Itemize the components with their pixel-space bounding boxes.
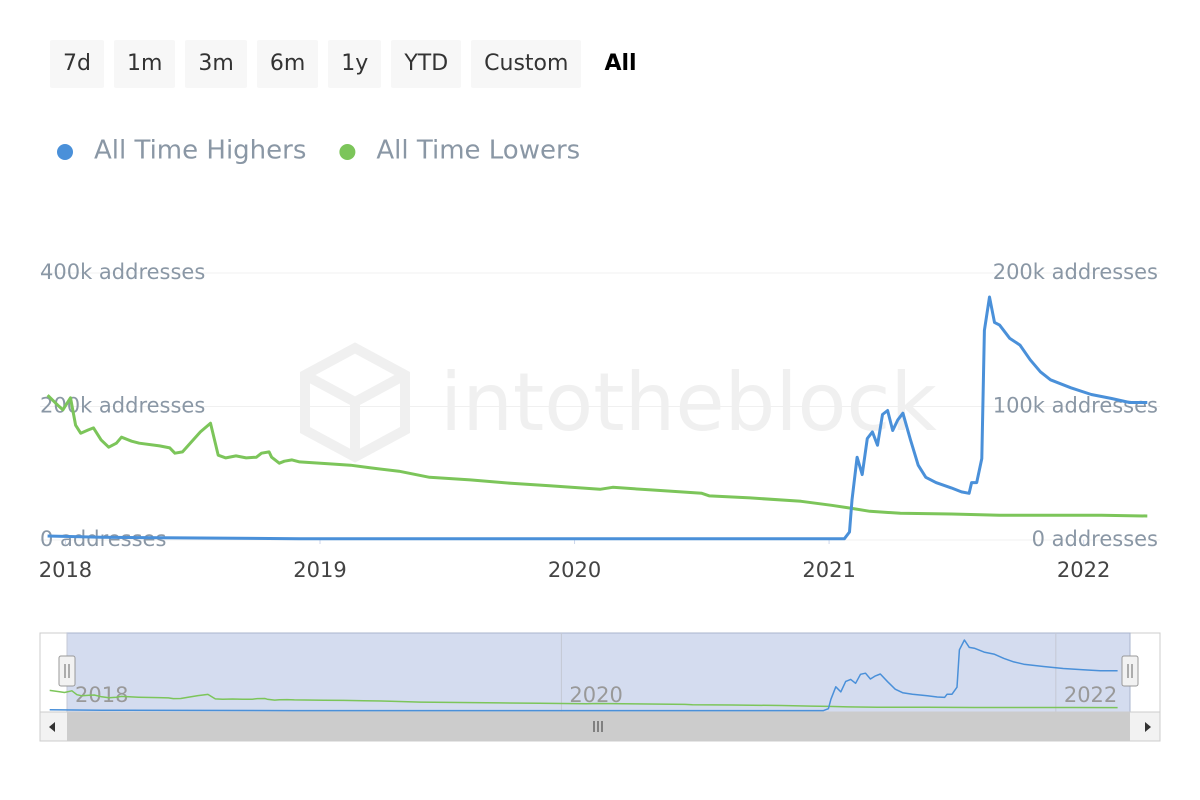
range-button[interactable]: 1m: [113, 40, 176, 88]
scroll-left[interactable]: [49, 722, 55, 732]
range-button[interactable]: 6m: [256, 40, 319, 88]
series-line: [49, 639, 1118, 712]
watermark-logo: [300, 342, 410, 463]
series-line: [46, 394, 1148, 518]
handle-grip: [1127, 664, 1133, 678]
range-button[interactable]: 1y: [328, 40, 382, 88]
series-line: [47, 295, 1148, 541]
scroll-right[interactable]: [1145, 722, 1151, 732]
navigator-tick-label: 2022: [1064, 683, 1117, 707]
watermark: intotheblock: [440, 356, 937, 449]
range-button[interactable]: All: [591, 40, 650, 88]
legend-marker[interactable]: [57, 144, 73, 160]
range-button[interactable]: 7d: [50, 40, 104, 88]
plot-area: [46, 295, 1148, 541]
x-tick-label: 2020: [548, 558, 601, 582]
navigator-handle[interactable]: [1121, 655, 1139, 687]
range-button[interactable]: YTD: [391, 40, 462, 88]
y-tick-label: 200k addresses: [40, 394, 205, 418]
series-line: [49, 689, 1118, 709]
x-tick-label: 2021: [802, 558, 855, 582]
y2-tick-label: 0 addresses: [1032, 527, 1158, 551]
legend-label[interactable]: All Time Highers: [94, 136, 306, 166]
scrollbar-grip: [593, 721, 603, 732]
x-tick-label: 2022: [1057, 558, 1110, 582]
x-tick-label: 2019: [293, 558, 346, 582]
y2-tick-label: 100k addresses: [993, 394, 1158, 418]
x-tick-label: 2018: [39, 558, 92, 582]
y2-tick-label: 200k addresses: [993, 260, 1158, 284]
legend-marker[interactable]: [339, 144, 356, 160]
range-button[interactable]: 3m: [185, 40, 247, 88]
range-buttons: 7d 1m 3m 6m 1y YTD Custom All: [50, 40, 650, 88]
navigator-handle[interactable]: [58, 655, 76, 687]
navigator-series: [49, 639, 1118, 712]
range-button[interactable]: Custom: [471, 40, 582, 88]
y-tick-label: 400k addresses: [40, 260, 205, 284]
legend-label[interactable]: All Time Lowers: [376, 136, 580, 166]
handle-grip: [64, 664, 70, 678]
